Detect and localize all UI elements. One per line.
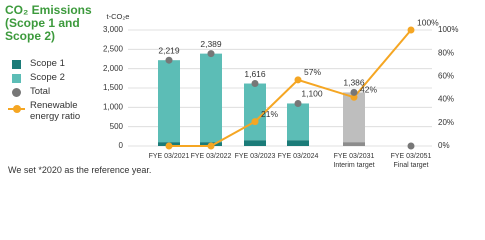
- total-point: [407, 142, 415, 150]
- y-tick-label: 2,000: [103, 64, 124, 73]
- bar: [287, 140, 309, 146]
- bar: [287, 103, 309, 141]
- x-tick-label: FYE 03/2023: [235, 153, 276, 160]
- total-point: [207, 50, 215, 58]
- y-tick-label: 500: [110, 122, 124, 131]
- line-point: [207, 142, 215, 150]
- data-label: 2,389: [200, 39, 222, 49]
- legend-label: Scope 1: [30, 58, 65, 69]
- chart: t-CO₂e 0 500 1,000 1,500 2,000 2,500 3,000 0% 20…: [103, 12, 459, 169]
- bar: [244, 83, 266, 141]
- bar: [158, 60, 180, 143]
- legend-marker: [12, 74, 21, 83]
- total-point: [350, 88, 358, 96]
- legend-marker: [12, 60, 21, 69]
- legend-item: Renewable energy ratio: [8, 99, 100, 124]
- legend-marker: [12, 88, 21, 97]
- line-point: [251, 118, 259, 126]
- legend: Scope 1 Scope 2 Total Renewable energy rati…: [8, 57, 100, 124]
- line-point: [165, 142, 173, 150]
- x-tick-label: FYE 03/2022: [191, 153, 232, 160]
- y-axis-label: t-CO₂e: [107, 12, 130, 21]
- data-label: 1,616: [244, 69, 266, 79]
- legend-label: Total: [30, 86, 51, 97]
- bar: [244, 140, 266, 146]
- legend-item: Scope 2: [8, 71, 100, 85]
- bar: [200, 53, 222, 143]
- x-tick-label: Final target: [393, 162, 428, 169]
- legend-item: Total: [8, 85, 100, 99]
- legend-label: Renewable energy ratio: [30, 100, 81, 122]
- page: {"chart_data":{"type":"bar", "title":"CO…: [5, 3, 459, 175]
- data-label: 100%: [417, 17, 439, 27]
- y2-tick-label: 100%: [438, 25, 458, 34]
- footnote: We set *2020 as the reference year.: [8, 165, 152, 175]
- legend-item: Scope 1: [8, 57, 100, 71]
- y-tick-label: 0: [119, 141, 124, 150]
- total-point: [251, 80, 259, 88]
- legend-marker: [8, 105, 25, 113]
- y-tick-label: 3,000: [103, 25, 124, 34]
- y2-tick-label: 80%: [438, 48, 454, 57]
- total-point: [165, 56, 173, 64]
- y2-tick-label: 60%: [438, 72, 454, 81]
- x-tick-label: FYE 03/2051: [391, 153, 432, 160]
- x-tick-label: Interim target: [333, 162, 374, 169]
- line-point: [350, 93, 358, 101]
- x-tick-label: FYE 03/2031: [334, 153, 375, 160]
- y-tick-label: 1,500: [103, 83, 124, 92]
- chart-title: CO₂ Emissions (Scope 1 and Scope 2): [5, 3, 92, 43]
- line-point: [294, 76, 302, 84]
- y2-tick-label: 20%: [438, 118, 454, 127]
- data-label: 1,100: [301, 89, 323, 99]
- data-label: 21%: [261, 109, 278, 119]
- y-tick-label: 2,500: [103, 44, 124, 53]
- data-label: 1,386: [343, 78, 365, 88]
- data-label: 57%: [304, 67, 321, 77]
- bar: [343, 92, 365, 143]
- y2-tick-label: 40%: [438, 95, 454, 104]
- line: [169, 29, 412, 147]
- bar: [343, 142, 365, 146]
- line-point: [407, 26, 415, 34]
- y-tick-label: 1,000: [103, 102, 124, 111]
- data-label: 42%: [360, 85, 377, 95]
- x-tick-label: FYE 03/2024: [278, 153, 319, 160]
- total-point: [294, 99, 302, 107]
- y2-tick-label: 0%: [438, 141, 450, 150]
- x-tick-label: FYE 03/2021: [149, 153, 190, 160]
- data-label: 2,219: [158, 45, 180, 55]
- legend-label: Scope 2: [30, 72, 65, 83]
